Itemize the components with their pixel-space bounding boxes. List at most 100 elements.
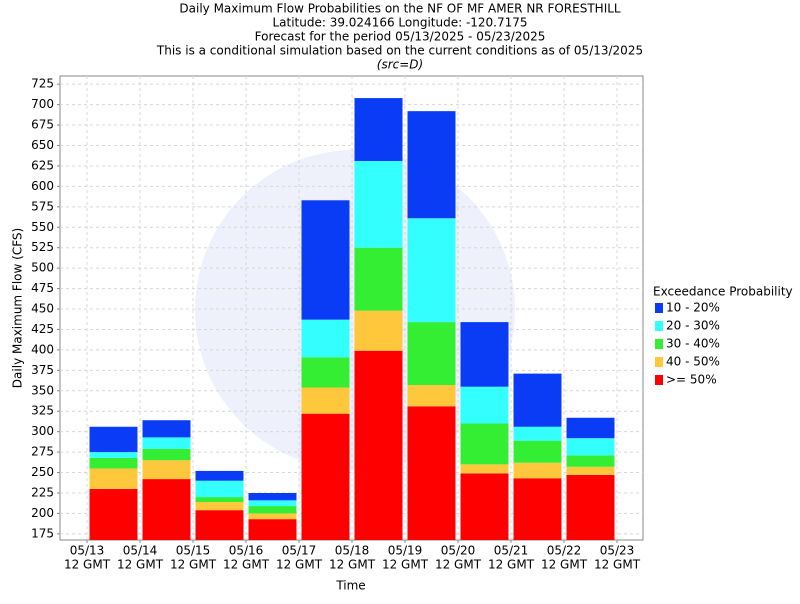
x-tick-label: 05/23 xyxy=(600,544,635,558)
y-tick-label: 250 xyxy=(31,465,54,479)
legend-swatch xyxy=(655,303,663,313)
bar-segment xyxy=(407,218,456,323)
chart-title: Daily Maximum Flow Probabilities on the … xyxy=(179,2,621,16)
bar-segment xyxy=(460,386,509,424)
legend-label: 40 - 50% xyxy=(666,355,720,369)
x-tick-label: 05/19 xyxy=(388,544,423,558)
x-tick-label: 05/21 xyxy=(494,544,529,558)
y-tick-label: 525 xyxy=(31,240,54,254)
legend-title: Exceedance Probability xyxy=(653,285,793,299)
legend-label: 30 - 40% xyxy=(666,337,720,351)
bar-segment xyxy=(407,385,456,407)
bar-segment xyxy=(513,373,562,427)
bar-segment xyxy=(248,513,297,520)
bar-segment xyxy=(460,464,509,474)
x-tick-label: 05/20 xyxy=(441,544,476,558)
bar-segment xyxy=(513,426,562,441)
legend-label: >= 50% xyxy=(666,373,717,387)
y-tick-label: 450 xyxy=(31,302,54,316)
legend-swatch xyxy=(655,375,663,385)
bar-segment xyxy=(407,322,456,386)
x-tick-label: 12 GMT xyxy=(223,558,270,572)
x-tick-label: 12 GMT xyxy=(382,558,429,572)
y-tick-label: 375 xyxy=(31,363,54,377)
bar-segment xyxy=(142,437,191,449)
bar-segment xyxy=(89,488,138,540)
legend-label: 10 - 20% xyxy=(666,301,720,315)
bar-segment xyxy=(248,519,297,540)
x-tick-label: 12 GMT xyxy=(64,558,111,572)
bar-segment xyxy=(513,478,562,540)
bar-segment xyxy=(513,440,562,463)
bar-segment xyxy=(301,319,350,358)
bar-segment xyxy=(195,510,244,540)
y-tick-label: 425 xyxy=(31,322,54,336)
x-tick-label: 05/22 xyxy=(547,544,582,558)
bar-segment xyxy=(354,310,403,351)
x-tick-label: 05/17 xyxy=(282,544,317,558)
bar-segment xyxy=(354,98,403,162)
x-tick-label: 05/13 xyxy=(70,544,105,558)
bar-segment xyxy=(195,497,244,502)
y-tick-label: 725 xyxy=(31,77,54,91)
y-tick-label: 575 xyxy=(31,199,54,213)
bar-segment xyxy=(407,406,456,540)
legend-swatch xyxy=(655,321,663,331)
bar-segment xyxy=(566,455,615,467)
x-tick-label: 12 GMT xyxy=(117,558,164,572)
bar-segment xyxy=(195,480,244,498)
bar-segment xyxy=(248,506,297,514)
bar-segment xyxy=(195,470,244,481)
y-tick-label: 275 xyxy=(31,445,54,459)
x-tick-label: 05/16 xyxy=(229,544,264,558)
bar-segment xyxy=(301,387,350,414)
y-tick-label: 325 xyxy=(31,404,54,418)
x-tick-label: 05/14 xyxy=(123,544,158,558)
bar-segment xyxy=(566,438,615,456)
chart-title: Latitude: 39.024166 Longitude: -120.7175 xyxy=(272,16,527,30)
bar-segment xyxy=(513,462,562,479)
x-axis-label: Time xyxy=(335,579,365,593)
bar-segment xyxy=(89,452,138,458)
y-tick-label: 200 xyxy=(31,506,54,520)
y-tick-label: 350 xyxy=(31,383,54,397)
bar-segment xyxy=(407,111,456,219)
y-tick-label: 650 xyxy=(31,138,54,152)
x-tick-label: 12 GMT xyxy=(435,558,482,572)
bar-segment xyxy=(142,448,191,461)
bar-segment xyxy=(566,417,615,439)
x-tick-label: 12 GMT xyxy=(541,558,588,572)
legend-swatch xyxy=(655,339,663,349)
y-tick-label: 225 xyxy=(31,485,54,499)
bar-segment xyxy=(354,350,403,540)
bar-segment xyxy=(142,479,191,540)
bar-segment xyxy=(89,468,138,489)
y-tick-label: 175 xyxy=(31,526,54,540)
bar-segment xyxy=(460,322,509,387)
legend-swatch xyxy=(655,357,663,367)
y-tick-label: 475 xyxy=(31,281,54,295)
chart-subtitle: (src=D) xyxy=(377,58,423,72)
bar-segment xyxy=(301,357,350,388)
bar-segment xyxy=(354,161,403,248)
chart-title: This is a conditional simulation based o… xyxy=(156,44,643,58)
x-tick-label: 12 GMT xyxy=(170,558,217,572)
bar-segment xyxy=(460,423,509,465)
bar-segment xyxy=(248,500,297,507)
y-tick-label: 500 xyxy=(31,261,54,275)
bar-segment xyxy=(89,457,138,469)
bar-segment xyxy=(89,426,138,453)
y-tick-label: 625 xyxy=(31,158,54,172)
bar-segment xyxy=(354,247,403,311)
bar-segment xyxy=(195,501,244,511)
legend-label: 20 - 30% xyxy=(666,319,720,333)
bar-segment xyxy=(142,460,191,480)
bar-segment xyxy=(301,413,350,540)
x-tick-label: 12 GMT xyxy=(276,558,323,572)
x-tick-label: 12 GMT xyxy=(594,558,641,572)
x-tick-label: 12 GMT xyxy=(329,558,376,572)
bar-segment xyxy=(142,420,191,438)
y-tick-label: 700 xyxy=(31,97,54,111)
bar-segment xyxy=(248,492,297,501)
